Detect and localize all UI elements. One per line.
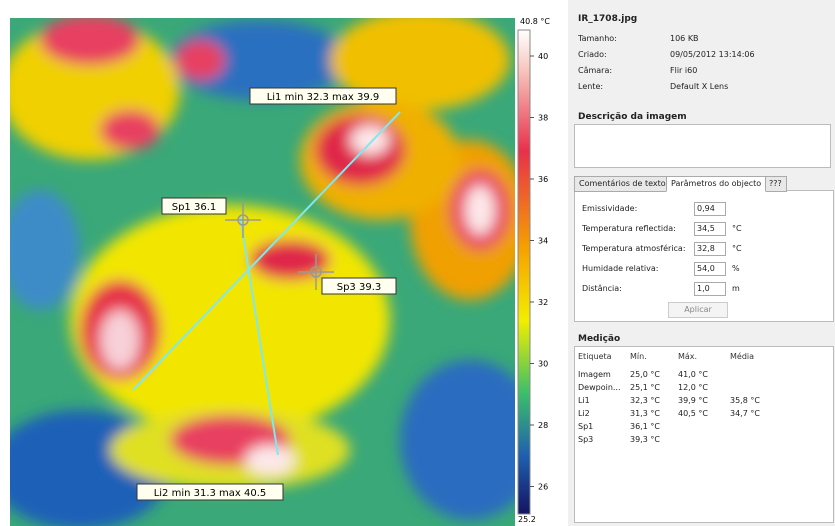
info-label: Tamanho: [578,34,617,43]
colorbar-tick: 30 [538,360,548,369]
colorbar-tick: 38 [538,114,548,123]
thermal-view: Li1 min 32.3 max 39.9 Sp1 36.1 Sp3 39.3 … [10,17,550,526]
cell: 41,0 °C [678,370,708,379]
column-header: Etiqueta [578,352,612,361]
column-header: Mín. [630,352,647,361]
apply-button[interactable]: Aplicar [668,302,728,318]
section-title: Descrição da imagem [578,112,687,122]
annotation: Sp3 39.3 [337,282,382,293]
param-label: Temperatura reflectida: [582,224,676,233]
tab[interactable]: Comentários de texto [574,176,671,192]
param-field[interactable]: 1,0 [694,282,726,296]
info-value: Flir i60 [670,66,698,75]
colorbar-tick: 32 [538,298,548,307]
cell: 31,3 °C [630,409,660,418]
annotation: Li2 min 31.3 max 40.5 [154,488,267,499]
param-field[interactable]: 0,94 [694,202,726,216]
info-value: 09/05/2012 13:14:06 [670,50,755,59]
param-field[interactable]: 34,5 [694,222,726,236]
param-label: Emissividade: [582,204,638,213]
colorbar-tick: 28 [538,421,548,430]
info-label: Lente: [578,82,604,91]
info-value: 106 KB [670,34,699,43]
param-label: Humidade relativa: [582,264,659,273]
colorbar [517,29,531,515]
cell: 32,3 °C [630,396,660,405]
cell: 39,9 °C [678,396,708,405]
cell: Dewpoin... [578,383,621,392]
cell: Li2 [578,409,590,418]
info-label: Criado: [578,50,607,59]
cell: 35,8 °C [730,396,760,405]
side-panel: IR_1708.jpg Descrição da imagem Aplicar … [568,0,835,526]
cell: 40,5 °C [678,409,708,418]
param-unit: °C [732,244,742,253]
cell: 34,7 °C [730,409,760,418]
info-value: Default X Lens [670,82,729,91]
colorbar-tick: 36 [538,175,548,184]
colorbar-tick: 40 [538,52,548,61]
cell: Imagem [578,370,611,379]
cell: 25,1 °C [630,383,660,392]
param-field[interactable]: 32,8 [694,242,726,256]
colorbar-tick: 26 [538,483,548,492]
param-unit: °C [732,224,742,233]
annotation: Sp1 36.1 [172,202,217,213]
cell: Sp3 [578,435,594,444]
tab[interactable]: ??? [764,176,787,192]
annotation: Li1 min 32.3 max 39.9 [267,92,380,103]
filename: IR_1708.jpg [578,14,638,24]
param-label: Temperatura atmosférica: [582,244,686,253]
tab[interactable]: Parâmetros do objecto [666,176,767,192]
cell: 39,3 °C [630,435,660,444]
param-unit: % [732,264,740,273]
cell: Sp1 [578,422,594,431]
column-header: Média [730,352,755,361]
colorbar-min: 25.2 [518,515,536,524]
param-unit: m [732,284,740,293]
param-field[interactable]: 54,0 [694,262,726,276]
column-header: Máx. [678,352,698,361]
thermal-image [10,18,515,526]
info-label: Câmara: [578,66,613,75]
section-title: Medição [578,334,621,344]
cell: 12,0 °C [678,383,708,392]
colorbar-max: 40.8 °C [520,17,550,26]
cell: Li1 [578,396,590,405]
param-label: Distância: [582,284,622,293]
colorbar-tick: 34 [538,237,548,246]
cell: 25,0 °C [630,370,660,379]
cell: 36,1 °C [630,422,660,431]
